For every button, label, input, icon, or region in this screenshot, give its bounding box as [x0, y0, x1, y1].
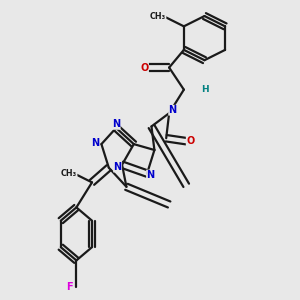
Text: CH₃: CH₃: [61, 169, 77, 178]
Text: N: N: [91, 138, 99, 148]
Text: N: N: [112, 119, 120, 129]
Text: N: N: [169, 105, 177, 115]
Text: O: O: [186, 136, 194, 146]
Text: O: O: [140, 63, 148, 73]
Text: N: N: [113, 162, 122, 172]
Text: N: N: [146, 170, 155, 180]
Text: H: H: [201, 85, 209, 94]
Text: CH₃: CH₃: [150, 11, 166, 20]
Text: F: F: [67, 282, 73, 292]
